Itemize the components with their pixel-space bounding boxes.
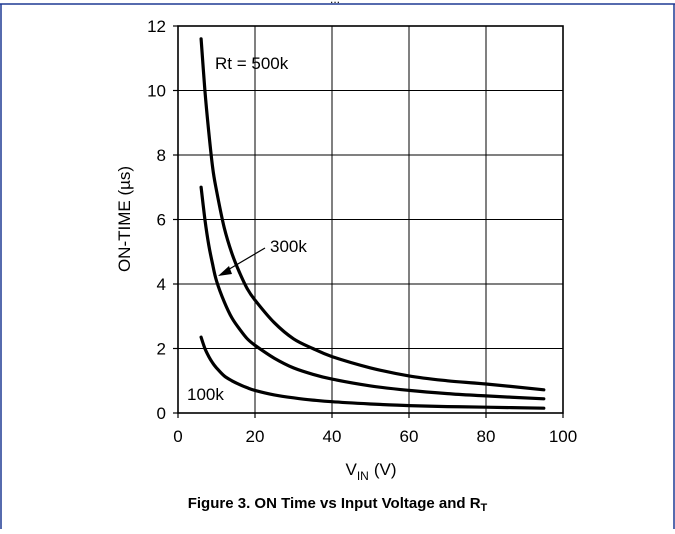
y-tick-label: 2 <box>157 340 166 359</box>
annotation-100k: 100k <box>187 385 224 404</box>
annotation-300k: 300k <box>270 237 307 256</box>
annotation-rt-500k: Rt = 500k <box>215 54 289 73</box>
x-axis-label-main: V <box>345 460 357 479</box>
x-axis-label-unit: (V) <box>374 460 397 479</box>
figure-caption: Figure 3. ON Time vs Input Voltage and R… <box>0 495 675 514</box>
y-tick-label: 8 <box>157 146 166 165</box>
figure-caption-text: Figure 3. ON Time vs Input Voltage and R <box>187 495 481 512</box>
y-tick-label: 0 <box>157 404 166 423</box>
y-tick-label: 4 <box>157 275 166 294</box>
y-tick-label: 12 <box>147 17 166 36</box>
x-tick-label: 80 <box>477 427 496 446</box>
x-tick-label: 100 <box>549 427 577 446</box>
axes <box>173 25 564 418</box>
series-group <box>199 37 546 410</box>
series-line-0 <box>199 37 546 392</box>
x-tick-label: 60 <box>400 427 419 446</box>
annotation-300k-arrowhead <box>218 266 232 276</box>
x-tick-label: 40 <box>323 427 342 446</box>
x-tick-label: 0 <box>173 427 182 446</box>
x-tick-label: 20 <box>246 427 265 446</box>
y-axis-label: ON-TIME (µs) <box>115 166 134 272</box>
x-axis-label-sub: IN <box>357 469 369 483</box>
figure-caption-subscript: T <box>480 502 488 514</box>
annotation-300k-leader <box>225 247 266 272</box>
header-partial-text: ... <box>330 0 340 6</box>
tick-labels: 0 20 40 60 80 100 0 2 4 6 8 10 12 <box>147 17 577 446</box>
series-line-1 <box>199 185 546 401</box>
grid <box>177 25 564 414</box>
y-tick-label: 6 <box>157 211 166 230</box>
y-tick-label: 10 <box>147 82 166 101</box>
x-axis-label: VIN (V) <box>345 460 396 483</box>
series-line-2 <box>199 335 546 410</box>
